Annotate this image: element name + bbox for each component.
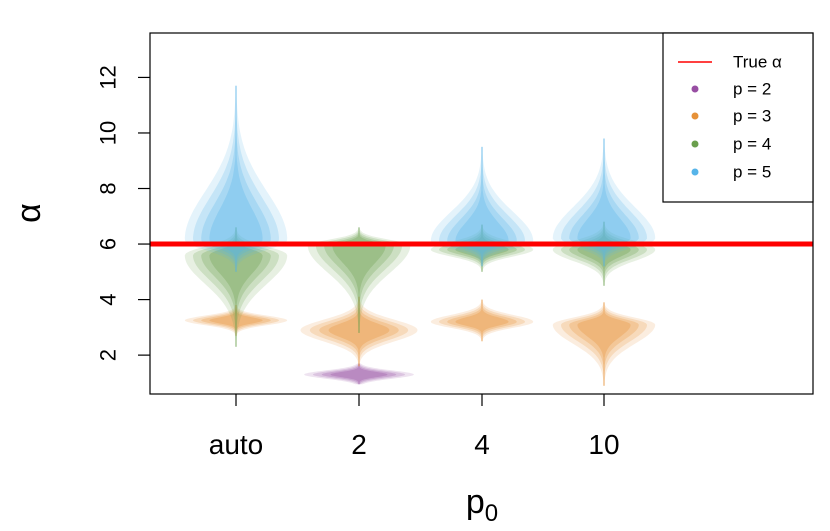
legend-label-4: p = 5 (733, 163, 771, 182)
violin-p5-10-layer2 (569, 138, 639, 267)
violin-p4-10-layer3 (577, 221, 631, 286)
violin-p3-10-layer3 (577, 302, 631, 386)
violin-p4-auto-layer1 (193, 227, 279, 347)
x-axis-title-subscript: 0 (485, 500, 498, 527)
y-axis: 2 4 6 8 10 12 (96, 65, 150, 361)
violin-p3-10-layer0 (552, 302, 656, 386)
y-tick-label-6: 6 (96, 238, 121, 250)
violin-p3-auto-layer2 (201, 305, 271, 336)
y-tick-label-8: 8 (96, 182, 121, 194)
x-axis: auto 2 4 10 (209, 394, 620, 460)
violin-p4-2-layer1 (316, 227, 402, 333)
legend-label-2: p = 3 (733, 107, 771, 126)
violin-p5-auto-layer2 (201, 85, 271, 272)
legend-swatch-p4 (691, 140, 699, 148)
violin-p3-4-layer0 (430, 299, 534, 342)
violin-p4-4-layer3 (455, 224, 509, 272)
violin-p3-10-layer2 (569, 302, 639, 386)
violin-p5-auto-layer3 (209, 85, 263, 272)
violin-p4-2-layer3 (332, 227, 386, 333)
violin-p4-auto-layer0 (184, 227, 288, 347)
violin-p4-2-layer0 (307, 227, 411, 333)
y-tick-label-10: 10 (96, 121, 121, 145)
violin-p4-4-layer1 (439, 224, 525, 272)
violin-p3-2-layer0 (300, 296, 418, 367)
violin-p3-auto-layer0 (184, 305, 288, 336)
violin-p3-2-layer1 (309, 296, 409, 367)
violin-p3-2-layer2 (319, 296, 399, 367)
y-axis-title: α (10, 203, 48, 223)
violin-p5-10-layer3 (577, 138, 631, 267)
violin-p5-4-layer2 (447, 146, 517, 267)
legend-label-1: p = 2 (733, 80, 771, 99)
violin-p3-4-layer1 (439, 299, 525, 342)
legend-box (662, 32, 814, 203)
violin-p5-auto-layer0 (184, 85, 288, 272)
violin-p4-4-layer2 (447, 224, 517, 272)
legend-swatch-p3 (691, 112, 699, 120)
x-tick-label-2: 2 (351, 429, 367, 460)
violin-p4-auto-layer3 (209, 227, 263, 347)
violin-p2-2-layer2 (321, 363, 397, 385)
legend-label-0: True α (733, 53, 782, 72)
violin-p5-4-layer0 (430, 146, 534, 267)
y-tick-label-12: 12 (96, 65, 121, 89)
violin-p4-4-layer0 (430, 224, 534, 272)
violin-p4-auto-layer2 (201, 227, 271, 347)
violin-p2-2-layer1 (312, 363, 406, 385)
violin-p4-10-layer2 (569, 221, 639, 286)
legend-label-3: p = 4 (733, 135, 771, 154)
violin-p3-4-layer3 (455, 299, 509, 342)
x-tick-label-auto: auto (209, 429, 264, 460)
y-tick-label-2: 2 (96, 349, 121, 361)
legend-swatch-p2 (691, 85, 699, 93)
legend: True α p = 2 p = 3 p = 4 p = 5 (662, 32, 814, 203)
y-tick-label-4: 4 (96, 293, 121, 305)
x-tick-label-4: 4 (474, 429, 490, 460)
violin-p2-2-layer0 (304, 363, 414, 385)
violin-p3-4-layer2 (447, 299, 517, 342)
violin-p3-10-layer1 (561, 302, 647, 386)
violin-p5-auto-layer1 (193, 85, 279, 272)
violin-p5-4-layer1 (439, 146, 525, 267)
violin-p3-auto-layer1 (193, 305, 279, 336)
violin-p5-10-layer0 (552, 138, 656, 267)
violin-p3-2-layer3 (328, 296, 390, 367)
violin-layer (184, 85, 656, 386)
violin-p2-2-layer3 (330, 363, 388, 385)
x-axis-title-main: p (466, 483, 485, 521)
x-axis-title: p0 (466, 483, 498, 527)
violin-p4-10-layer1 (561, 221, 647, 286)
violin-p4-2-layer2 (324, 227, 394, 333)
violin-p3-auto-layer3 (209, 305, 263, 336)
violin-p5-10-layer1 (561, 138, 647, 267)
violin-p4-10-layer0 (552, 221, 656, 286)
x-tick-label-10: 10 (588, 429, 619, 460)
legend-swatch-p5 (691, 168, 699, 176)
violin-p5-4-layer3 (455, 146, 509, 267)
